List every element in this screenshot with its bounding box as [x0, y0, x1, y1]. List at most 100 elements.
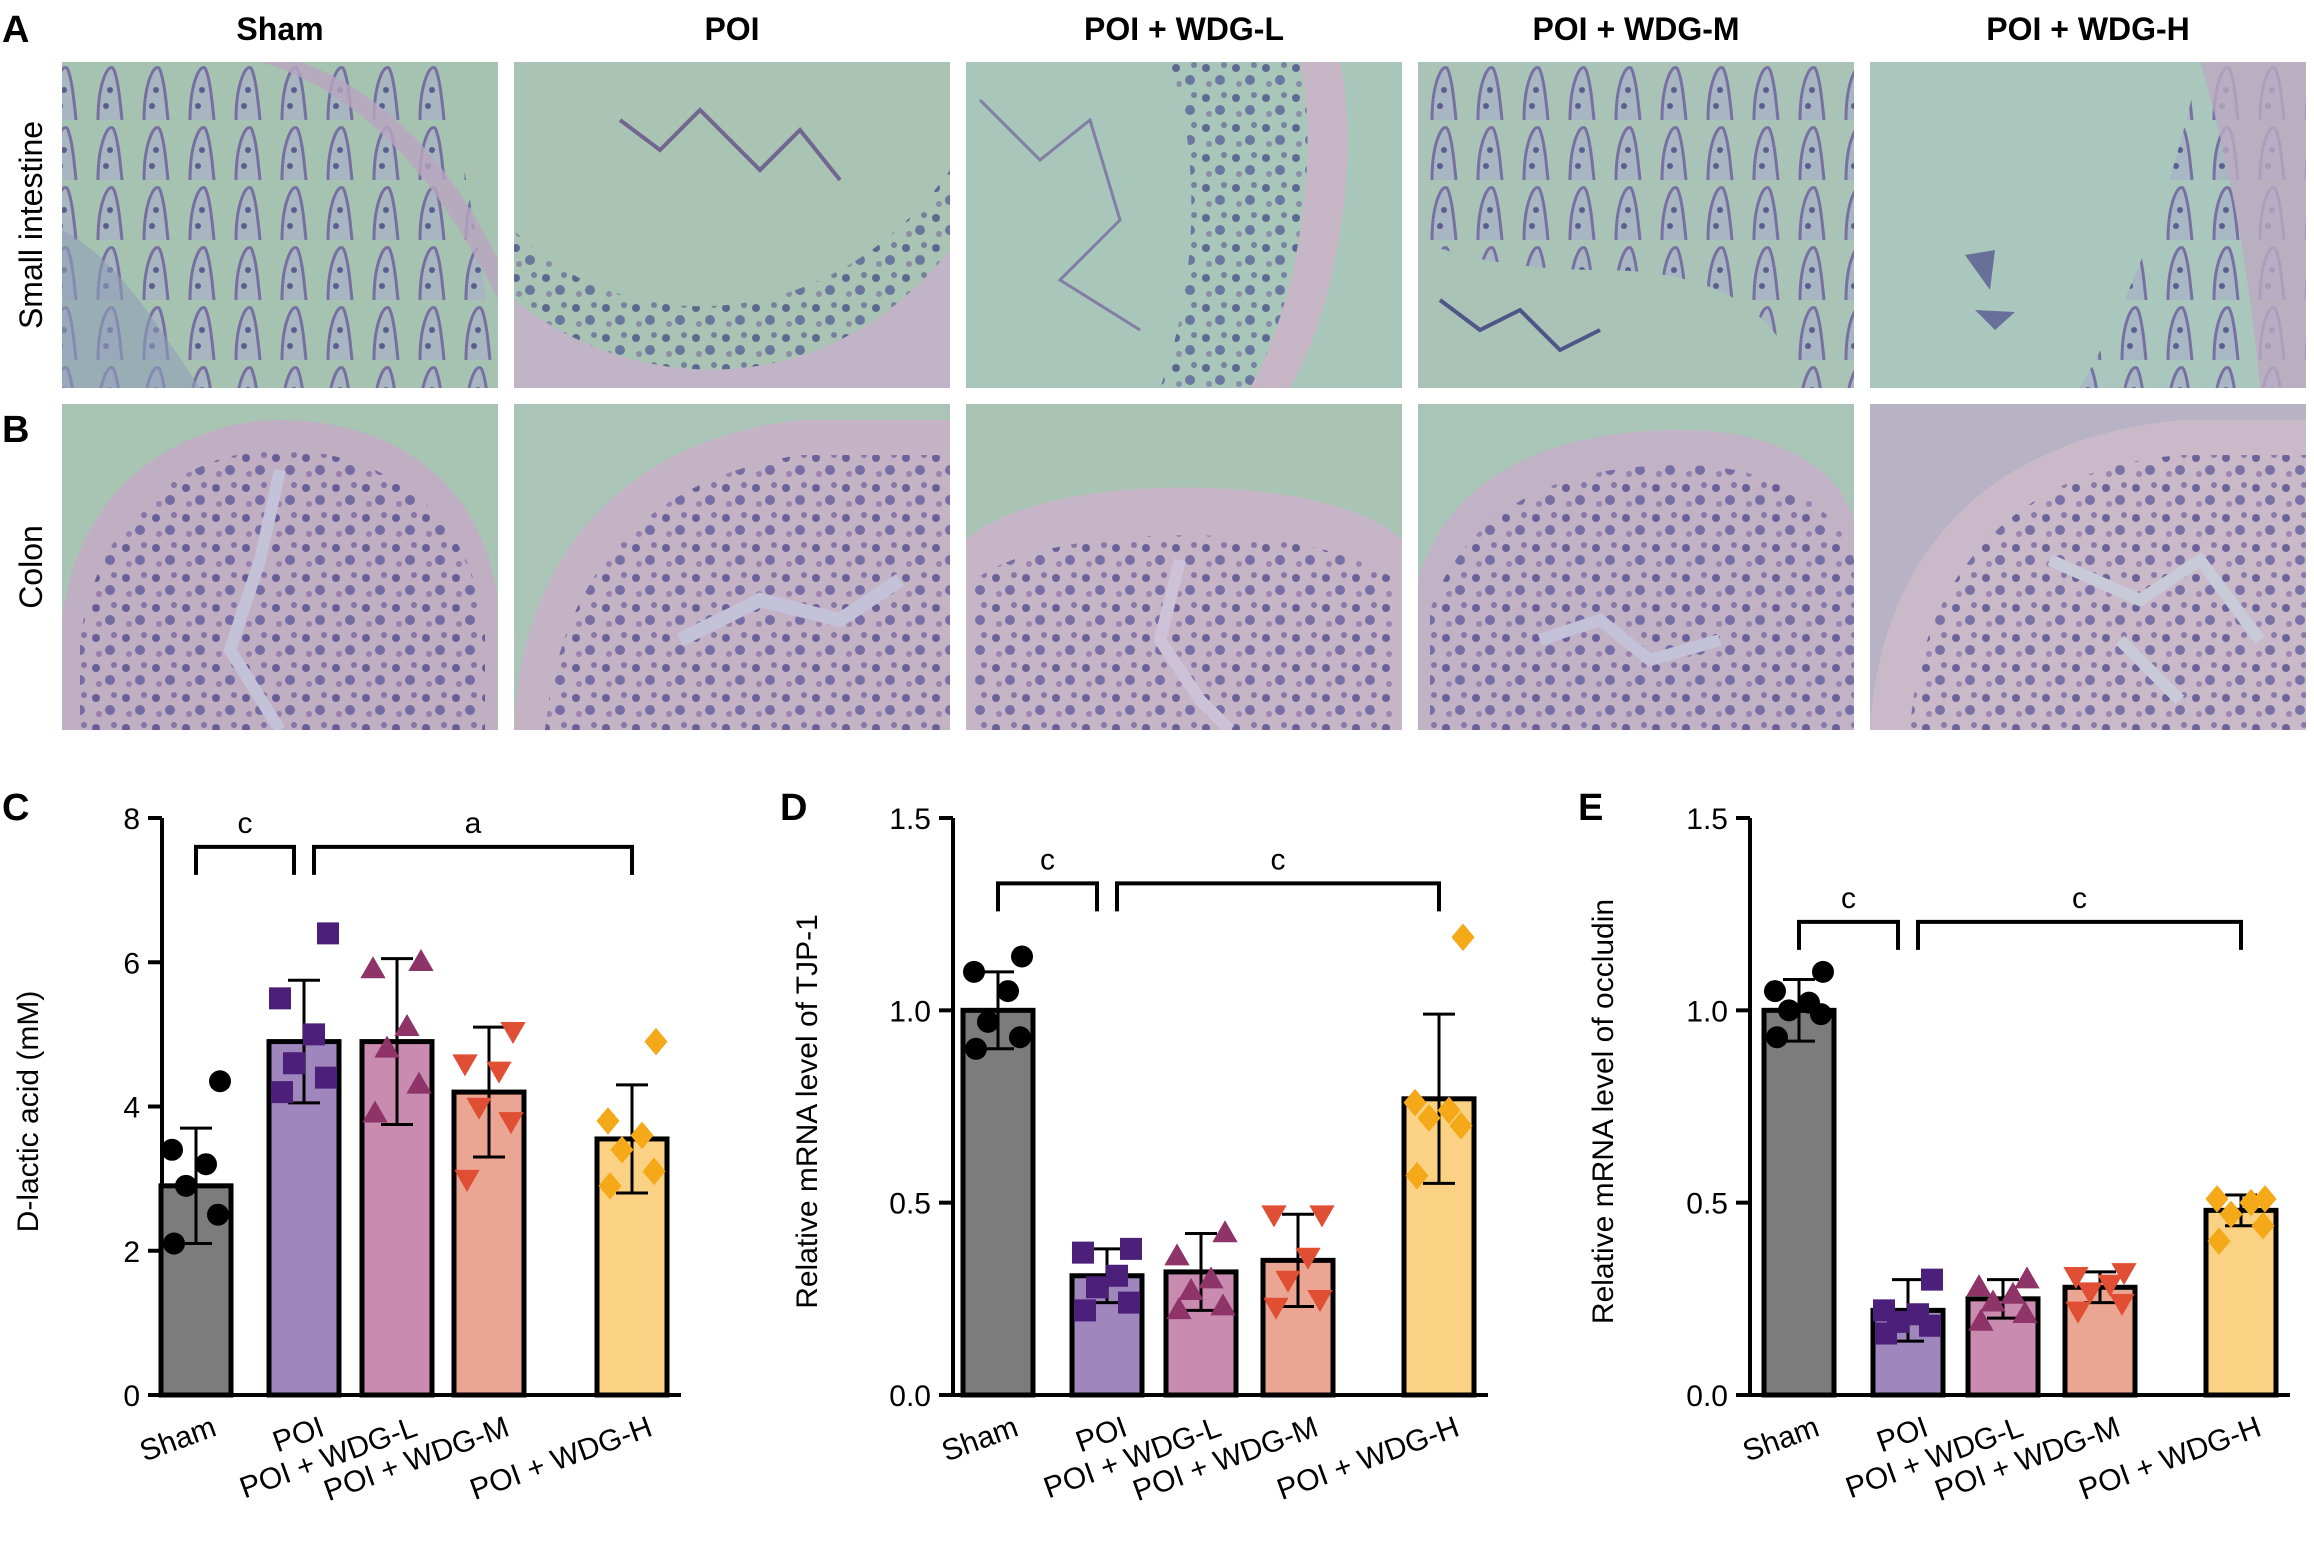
- chart-tjp1-mrna: 0.0 0.5 1.0 1.5 Relative mRNA level of TJP-1…: [791, 803, 1488, 1508]
- column-header-poi-wdg-l: POI + WDG-L: [1084, 11, 1284, 47]
- panel-label-b: B: [2, 409, 29, 451]
- histology-image-colon-poi: [514, 404, 950, 730]
- chart-e-y-axis-title: Relative mRNA level of occludin: [1587, 899, 1620, 1324]
- chart-d-point-sham: [1011, 945, 1033, 968]
- chart-c-point-poi: [271, 1081, 293, 1104]
- chart-c-category-label-sham: Sham: [135, 1411, 220, 1469]
- chart-d-point-poi: [1072, 1241, 1094, 1264]
- chart-e-point-poi-wdg-l: [1980, 1289, 2006, 1312]
- panel-label-a: A: [2, 9, 29, 51]
- chart-c-significance-bracket: [312, 844, 634, 875]
- histology-image-small-intestine-poi-wdg-m: [1418, 62, 1854, 388]
- chart-c-point-sham: [161, 1138, 183, 1161]
- chart-e-ytick-label: 0.5: [1686, 1188, 1728, 1221]
- chart-c-point-poi-wdg-l: [406, 1071, 432, 1094]
- chart-e-point-poi-wdg-l: [1966, 1274, 1992, 1297]
- chart-d-point-sham: [963, 960, 985, 983]
- chart-d-bar-sham: [960, 1007, 1036, 1398]
- chart-e-point-poi-wdg-m: [2097, 1274, 2123, 1297]
- histology-image-small-intestine-sham: [62, 62, 498, 388]
- chart-e-point-poi: [1921, 1268, 1943, 1291]
- histology-image-colon-poi-wdg-h: [1870, 404, 2306, 730]
- chart-c-point-sham: [209, 1070, 231, 1093]
- chart-d-significance-label: c: [1271, 843, 1286, 876]
- chart-d-point-poi: [1074, 1299, 1096, 1322]
- chart-e-point-poi-wdg-l: [1968, 1308, 1994, 1331]
- chart-d-point-poi-wdg-m: [1309, 1205, 1335, 1228]
- chart-c-point-poi-wdg-m: [500, 1021, 526, 1044]
- chart-c-point-poi-wdg-l: [374, 1035, 400, 1058]
- chart-e-point-sham: [1812, 960, 1834, 983]
- chart-d-point-poi: [1120, 1237, 1142, 1260]
- histology-image-colon-poi-wdg-l: [966, 404, 1402, 730]
- chart-e-point-poi-wdg-m: [2065, 1301, 2091, 1324]
- chart-d-point-poi-wdg-m: [1261, 1205, 1287, 1228]
- chart-d-point-poi-wdg-m: [1307, 1290, 1333, 1313]
- chart-c-point-poi-wdg-h: [596, 1107, 620, 1135]
- chart-d-point-poi: [1118, 1291, 1140, 1314]
- chart-c-point-poi-wdg-l: [408, 949, 434, 972]
- chart-c-point-sham: [175, 1174, 197, 1197]
- chart-d-ytick-label: 1.5: [889, 803, 931, 836]
- column-header-poi: POI: [704, 11, 759, 47]
- chart-c-point-poi-wdg-m: [452, 1054, 478, 1077]
- chart-c-significance-label: a: [465, 807, 482, 840]
- chart-e-point-poi: [1873, 1299, 1895, 1322]
- chart-e-ytick-label: 1.0: [1686, 995, 1728, 1028]
- chart-c-point-poi: [317, 922, 339, 945]
- chart-d-point-sham: [965, 1037, 987, 1060]
- chart-c-significance-bracket: [194, 844, 296, 875]
- chart-e-category-label-sham: Sham: [1738, 1411, 1823, 1469]
- chart-d-point-poi: [1086, 1276, 1108, 1299]
- chart-e-significance-label: c: [2072, 882, 2087, 915]
- chart-c-point-poi-wdg-h: [630, 1121, 654, 1150]
- chart-d-point-poi-wdg-m: [1295, 1247, 1321, 1270]
- chart-e-point-poi-wdg-h: [2253, 1185, 2277, 1213]
- chart-c-y-axis-title: D-lactic acid (mM): [12, 991, 45, 1233]
- chart-d-point-poi-wdg-h: [1437, 1096, 1461, 1125]
- chart-c-point-poi-wdg-m: [486, 1061, 512, 1084]
- chart-d-significance-bracket: [1115, 881, 1441, 912]
- chart-d-point-poi-wdg-h: [1403, 1088, 1427, 1117]
- chart-c-point-poi-wdg-l: [362, 1100, 388, 1123]
- chart-c-point-poi-wdg-h: [642, 1157, 666, 1186]
- chart-c-point-sham: [195, 1153, 217, 1176]
- row-header-colon: Colon: [13, 525, 49, 609]
- chart-c-point-poi-wdg-l: [394, 1013, 420, 1036]
- chart-e-point-poi-wdg-m: [2111, 1263, 2137, 1286]
- chart-d-point-sham: [977, 1010, 999, 1033]
- chart-c-ytick-label: 6: [123, 947, 140, 980]
- chart-e-ytick-label: 0.0: [1686, 1380, 1728, 1413]
- chart-e-significance-bracket: [1797, 919, 1900, 950]
- chart-e-significance-bracket: [1916, 919, 2243, 950]
- chart-e-point-poi-wdg-h: [2207, 1227, 2231, 1255]
- chart-d-category-label-sham: Sham: [937, 1411, 1022, 1469]
- chart-d-point-poi-wdg-l: [1164, 1243, 1190, 1266]
- chart-d-point-sham: [1009, 1026, 1031, 1049]
- histology-image-small-intestine-poi-wdg-l: [966, 62, 1402, 388]
- chart-d-point-poi-wdg-h: [1405, 1161, 1429, 1190]
- chart-c-point-poi-wdg-m: [454, 1169, 480, 1192]
- column-header-sham: Sham: [236, 11, 323, 47]
- chart-d-point-poi-wdg-h: [1451, 923, 1475, 951]
- chart-d-significance-bracket: [996, 881, 1099, 912]
- chart-e-point-poi-wdg-l: [2000, 1281, 2026, 1304]
- chart-d-point-poi-wdg-l: [1212, 1220, 1238, 1243]
- chart-d-point-poi-wdg-h: [1449, 1111, 1473, 1140]
- chart-c-point-sham: [163, 1232, 185, 1255]
- chart-e-point-poi-wdg-h: [2205, 1185, 2229, 1213]
- chart-e-point-sham: [1778, 999, 1800, 1022]
- chart-d-point-poi-wdg-l: [1210, 1293, 1236, 1316]
- chart-d-point-poi: [1106, 1264, 1128, 1287]
- chart-c-significance-label: c: [238, 807, 253, 840]
- chart-d-point-poi-wdg-h: [1417, 1104, 1441, 1132]
- chart-d-point-poi-wdg-l: [1198, 1266, 1224, 1289]
- chart-e-ytick-label: 1.5: [1686, 803, 1728, 836]
- row-header-small-intestine: Small intestine: [13, 121, 49, 329]
- chart-d-point-poi-wdg-l: [1166, 1297, 1192, 1320]
- chart-c-point-poi-wdg-h: [598, 1172, 622, 1200]
- chart-d-ytick-label: 0.5: [889, 1188, 931, 1221]
- chart-e-point-poi-wdg-m: [2077, 1282, 2103, 1305]
- chart-d-ytick-label: 0.0: [889, 1380, 931, 1413]
